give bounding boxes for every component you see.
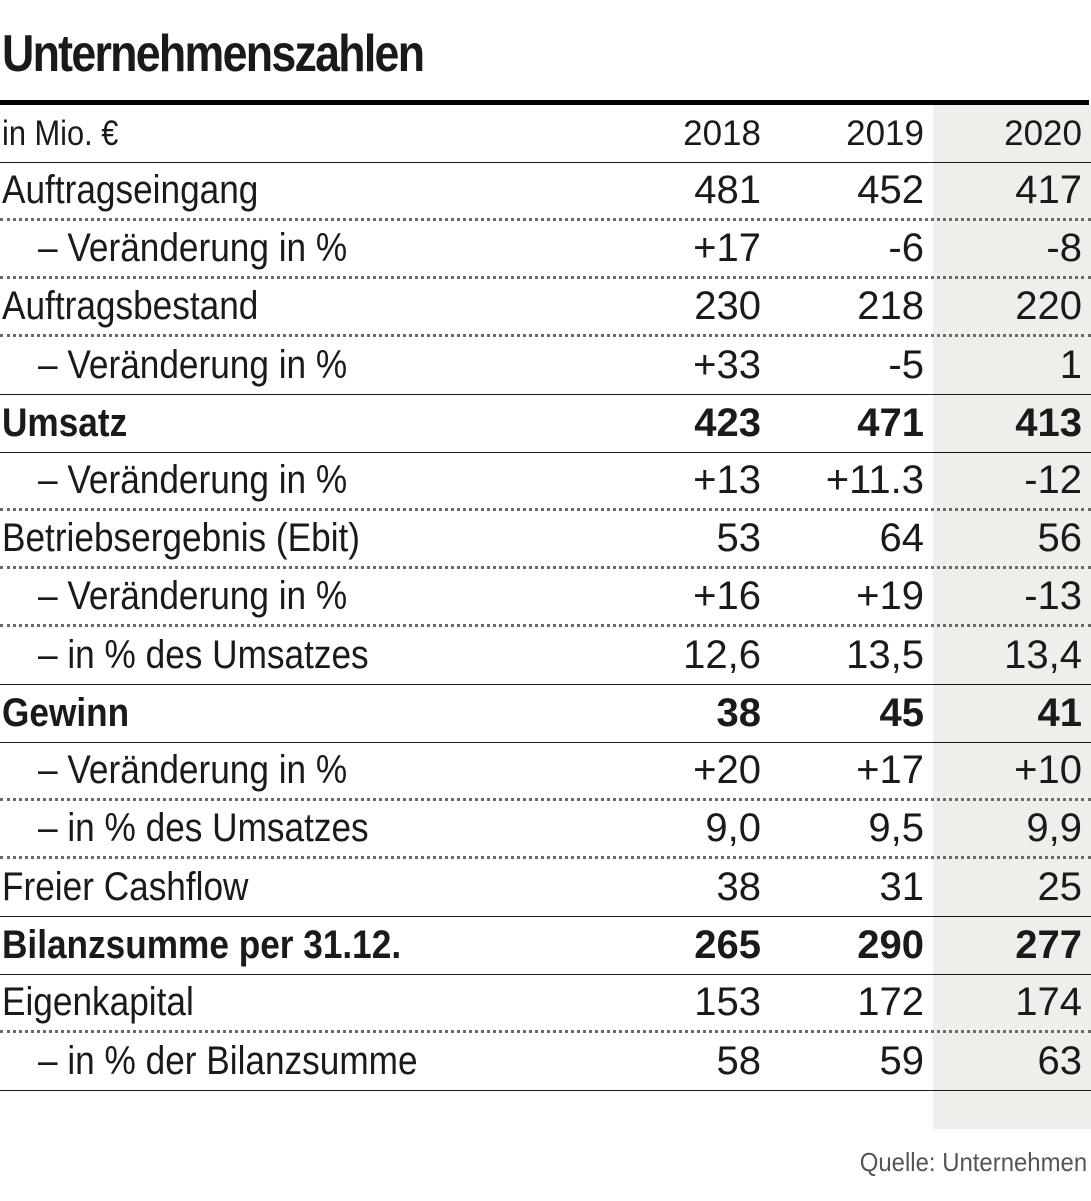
cell-value-2020: 277 [1015, 923, 1082, 967]
cell-value-2019: +11.3 [825, 458, 924, 502]
cell-value-2018: +17 [693, 226, 761, 270]
row-label: – in % des Umsatzes [38, 633, 369, 677]
cell-value-2019: 290 [857, 923, 924, 967]
cell-value-2019: 59 [879, 1039, 925, 1083]
cell-value-2019: 172 [857, 980, 924, 1024]
cell-value-2019: 218 [857, 284, 924, 328]
row-label: Umsatz [2, 401, 128, 445]
cell-value-2018: 153 [694, 980, 761, 1024]
table-row: – in % des Umsatzes 9,0 9,5 9,9 [0, 801, 1091, 859]
cell-value-2020: -13 [1024, 574, 1082, 618]
cell-value-2020: 41 [1037, 691, 1083, 735]
cell-value-2020: 56 [1037, 516, 1083, 560]
cell-value-2018: 12,6 [683, 633, 761, 677]
cell-value-2018: 38 [716, 865, 762, 909]
row-label: – Veränderung in % [38, 343, 348, 387]
cell-value-2020: 13,4 [1004, 633, 1082, 677]
cell-value-2019: +19 [856, 574, 924, 618]
source-note: Quelle: Unternehmen [859, 1147, 1087, 1177]
cell-value-2019: +17 [856, 748, 924, 792]
row-label: Auftragseingang [2, 168, 259, 212]
highlight-column-2020 [933, 105, 1091, 1129]
cell-value-2020: 25 [1037, 865, 1083, 909]
page-title: Unternehmenszahlen [2, 25, 425, 83]
cell-value-2020: -8 [1046, 226, 1082, 270]
cell-value-2020: 174 [1015, 980, 1082, 1024]
cell-value-2020: 1 [1059, 343, 1082, 387]
cell-value-2019: 9,5 [868, 806, 924, 850]
row-label: Freier Cashflow [2, 865, 249, 909]
row-label: Gewinn [2, 691, 130, 735]
cell-value-2019: 64 [879, 516, 925, 560]
row-label: – in % des Umsatzes [38, 806, 369, 850]
cell-value-2018: 423 [694, 401, 761, 445]
column-header-2019: 2019 [846, 113, 924, 153]
cell-value-2019: -5 [888, 343, 924, 387]
table-body: in Mio. € 2018 2019 2020 Auftragseingang… [0, 105, 1091, 1091]
table-row: Umsatz 423 471 413 [0, 395, 1091, 453]
cell-value-2018: 53 [716, 516, 762, 560]
row-label: – Veränderung in % [38, 226, 348, 270]
cell-value-2019: -6 [888, 226, 924, 270]
cell-value-2018: 230 [694, 284, 761, 328]
column-header-2018: 2018 [683, 113, 761, 153]
table-row: Freier Cashflow 38 31 25 [0, 859, 1091, 917]
table-row: Auftragsbestand 230 218 220 [0, 279, 1091, 337]
cell-value-2020: 417 [1015, 168, 1082, 212]
row-label: – Veränderung in % [38, 574, 348, 618]
row-label: Betriebsergebnis (Ebit) [2, 516, 361, 560]
row-label: – Veränderung in % [38, 748, 348, 792]
cell-value-2020: 9,9 [1026, 806, 1082, 850]
cell-value-2018: +13 [693, 458, 761, 502]
table-row: – Veränderung in % +13 +11.3 -12 [0, 453, 1091, 511]
table-row: – Veränderung in % +33 -5 1 [0, 337, 1091, 395]
cell-value-2019: 13,5 [846, 633, 924, 677]
cell-value-2018: 9,0 [705, 806, 761, 850]
cell-value-2020: 413 [1015, 401, 1082, 445]
table-row: Auftragseingang 481 452 417 [0, 163, 1091, 221]
table-row: Betriebsergebnis (Ebit) 53 64 56 [0, 511, 1091, 569]
cell-value-2018: +20 [693, 748, 761, 792]
cell-value-2020: 220 [1015, 284, 1082, 328]
table-row: – Veränderung in % +16 +19 -13 [0, 569, 1091, 627]
table-row: – in % des Umsatzes 12,6 13,5 13,4 [0, 627, 1091, 685]
row-label: Eigenkapital [2, 980, 194, 1024]
table-row: Eigenkapital 153 172 174 [0, 975, 1091, 1033]
row-label: Bilanzsumme per 31.12. [2, 923, 402, 967]
top-rule [0, 100, 1089, 105]
table-row: Gewinn 38 45 41 [0, 685, 1091, 743]
cell-value-2019: 471 [857, 401, 924, 445]
cell-value-2019: 31 [879, 865, 925, 909]
cell-value-2020: +10 [1014, 748, 1082, 792]
row-label: – in % der Bilanzsumme [38, 1039, 418, 1083]
cell-value-2020: -12 [1024, 458, 1082, 502]
cell-value-2018: 38 [716, 691, 762, 735]
cell-value-2018: 58 [716, 1039, 762, 1083]
unit-label: in Mio. € [2, 113, 119, 153]
cell-value-2020: 63 [1037, 1039, 1083, 1083]
cell-value-2018: +16 [693, 574, 761, 618]
cell-value-2019: 45 [879, 691, 925, 735]
table-header-row: in Mio. € 2018 2019 2020 [0, 105, 1091, 163]
row-label: – Veränderung in % [38, 458, 348, 502]
cell-value-2018: 481 [694, 168, 761, 212]
table-row: – Veränderung in % +17 -6 -8 [0, 221, 1091, 279]
table-row: – Veränderung in % +20 +17 +10 [0, 743, 1091, 801]
cell-value-2019: 452 [857, 168, 924, 212]
row-label: Auftragsbestand [2, 284, 259, 328]
cell-value-2018: 265 [694, 923, 761, 967]
cell-value-2018: +33 [693, 343, 761, 387]
table-row: Bilanzsumme per 31.12. 265 290 277 [0, 917, 1091, 975]
column-header-2020: 2020 [1004, 113, 1082, 153]
table-row: – in % der Bilanzsumme 58 59 63 [0, 1033, 1091, 1091]
